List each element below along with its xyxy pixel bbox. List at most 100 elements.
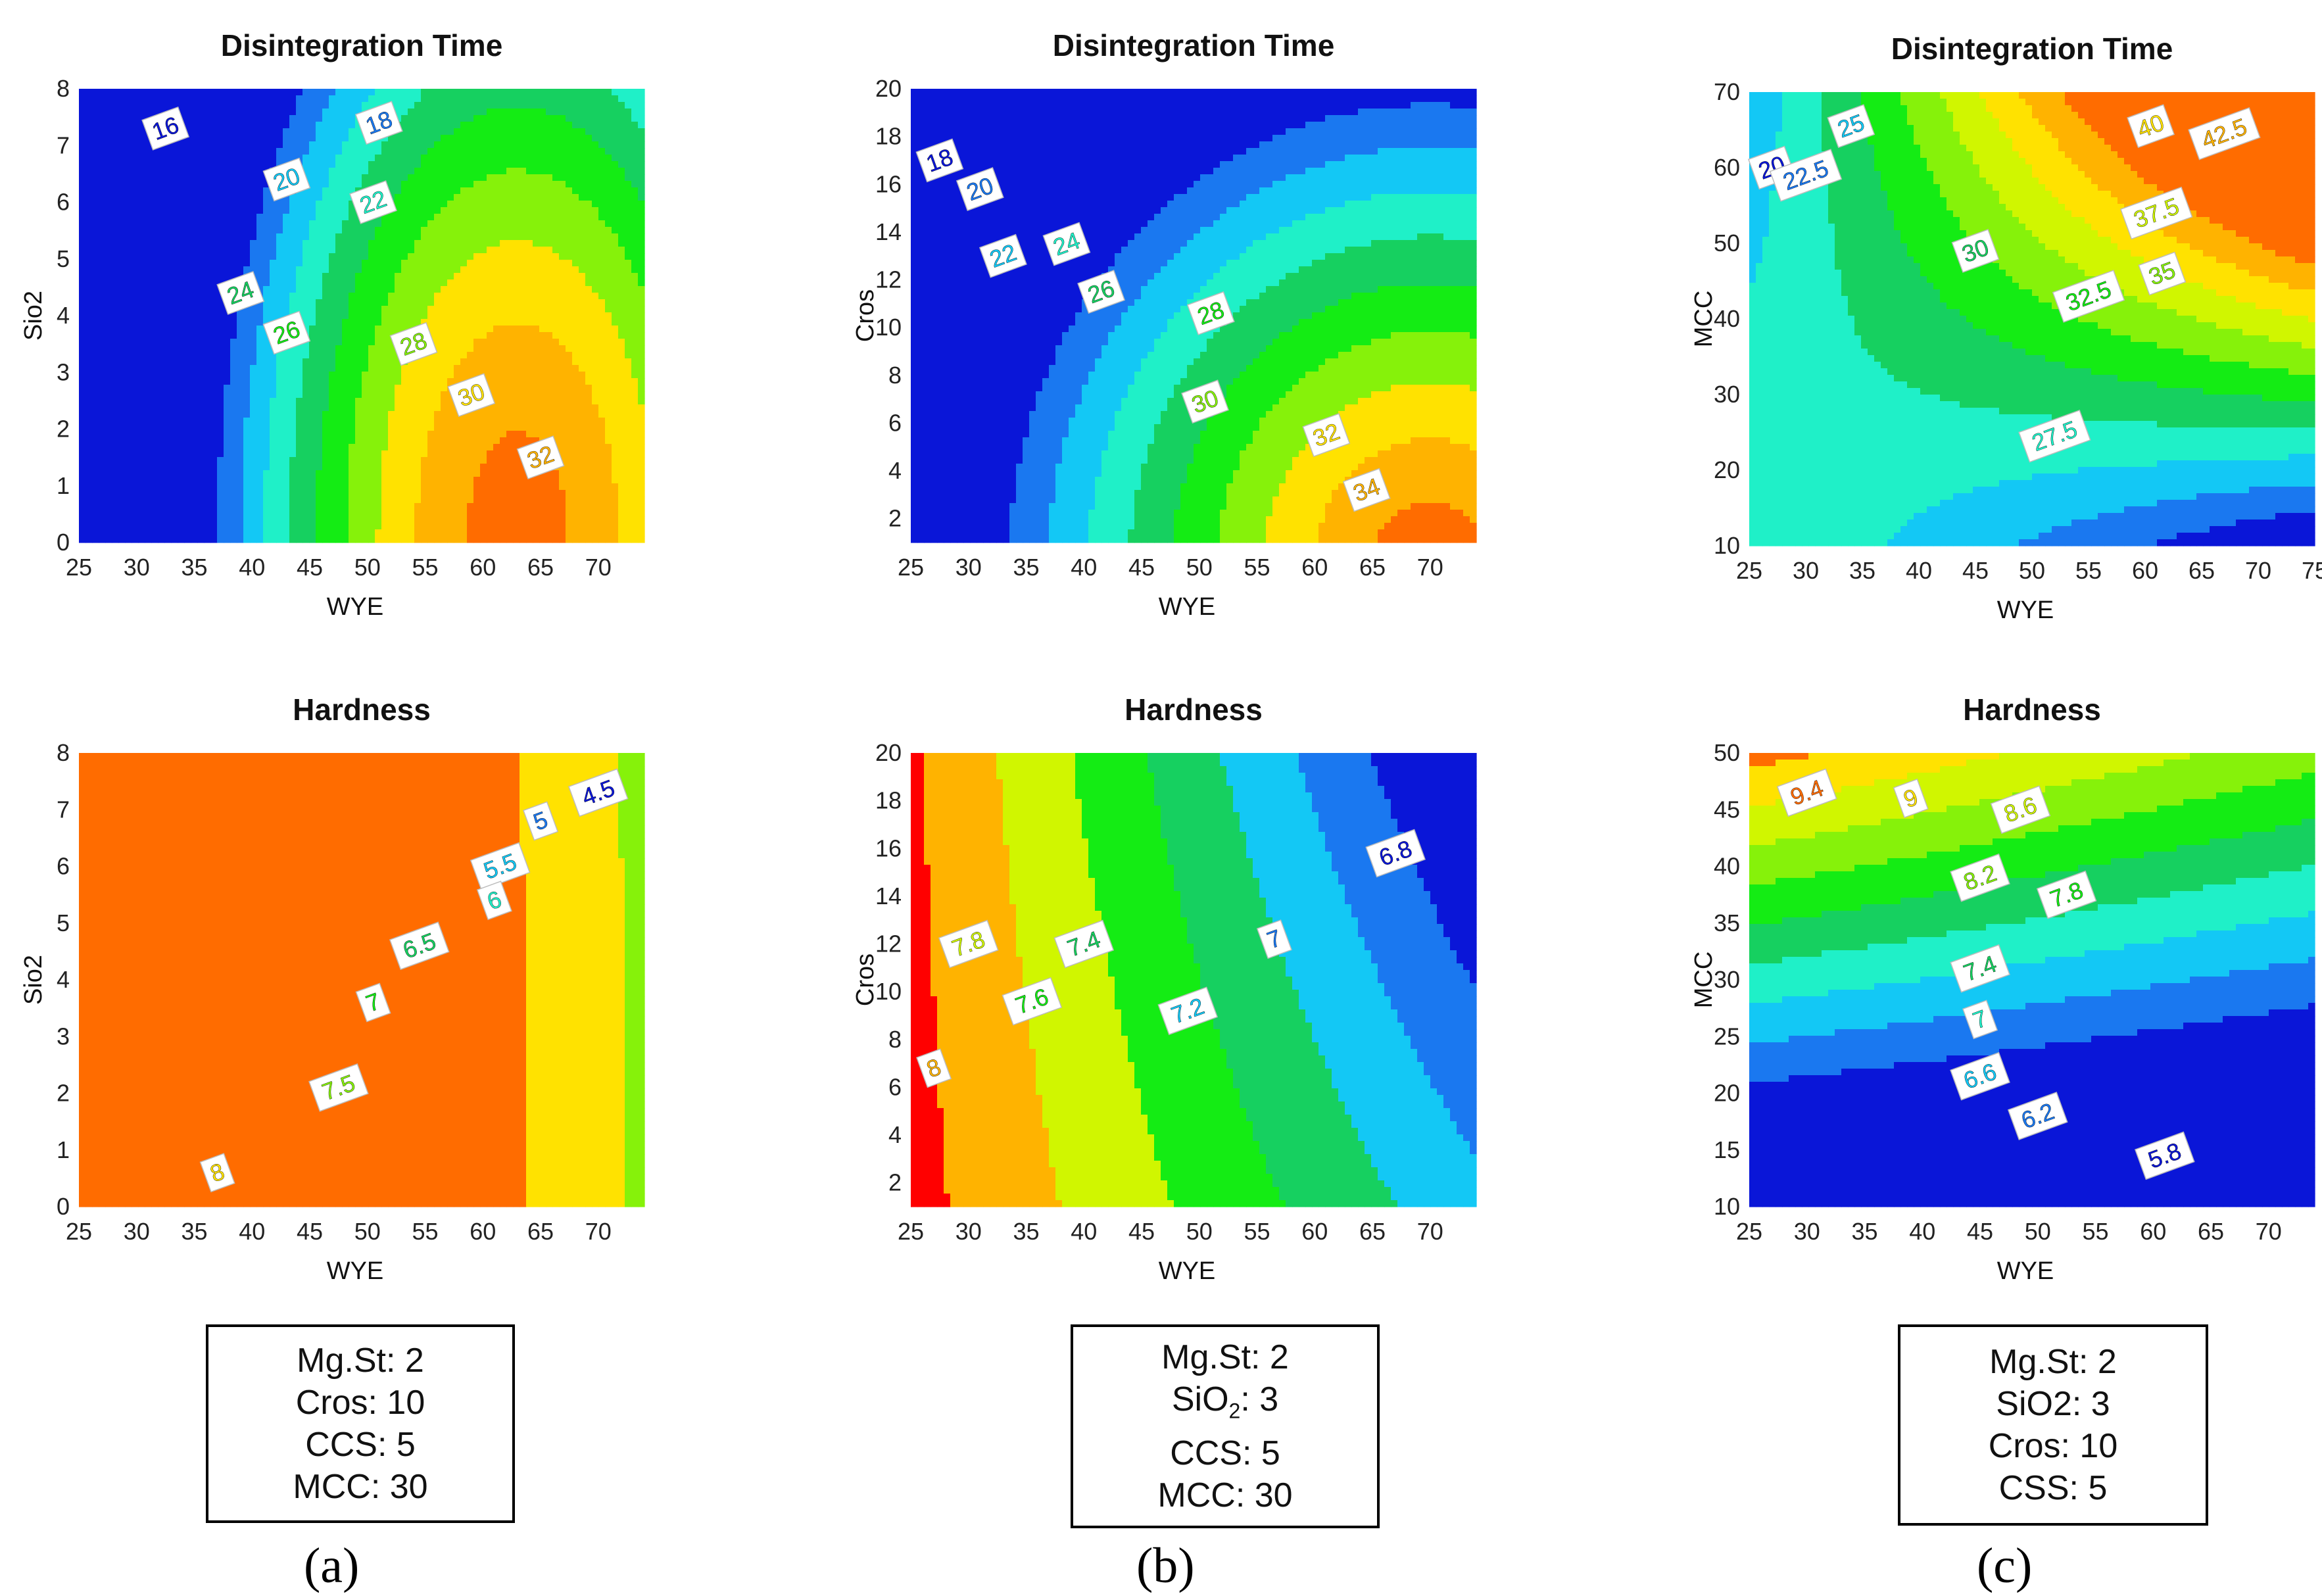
contour-cell xyxy=(145,437,152,445)
contour-cell xyxy=(441,345,448,352)
contour-cell xyxy=(375,358,382,366)
contour-cell xyxy=(224,174,231,181)
contour-cell xyxy=(421,273,428,280)
contour-cell xyxy=(132,201,139,208)
contour-cell xyxy=(473,523,481,530)
contour-cell xyxy=(493,464,500,471)
contour-cell xyxy=(480,299,487,306)
contour-cell xyxy=(302,135,310,142)
contour-cell xyxy=(368,378,375,385)
contour-cell xyxy=(217,155,224,162)
contour-cell xyxy=(118,109,126,116)
contour-cell xyxy=(118,187,126,195)
contour-cell xyxy=(362,444,369,451)
contour-cell xyxy=(395,431,402,438)
contour-cell xyxy=(388,352,395,359)
contour-cell xyxy=(92,240,99,247)
contour-cell xyxy=(552,201,560,208)
contour-cell xyxy=(237,181,244,188)
contour-cell xyxy=(434,404,441,412)
contour-cell xyxy=(204,273,211,280)
contour-cell xyxy=(513,155,520,162)
contour-cell xyxy=(243,496,251,504)
contour-cell xyxy=(105,326,112,333)
contour-cell xyxy=(204,490,211,497)
contour-cell xyxy=(335,299,343,306)
contour-cell xyxy=(473,312,481,320)
contour-cell xyxy=(289,253,297,260)
contour-cell xyxy=(539,122,546,129)
contour-cell xyxy=(447,194,454,201)
contour-cell xyxy=(112,109,119,116)
contour-cell xyxy=(99,391,106,399)
contour-cell xyxy=(79,523,86,530)
contour-cell xyxy=(480,286,487,293)
contour-cell xyxy=(197,148,205,155)
contour-cell xyxy=(487,457,494,464)
contour-cell xyxy=(270,510,277,517)
contour-cell xyxy=(460,319,468,326)
contour-cell xyxy=(454,365,461,372)
contour-cell xyxy=(263,398,270,405)
contour-cell xyxy=(164,273,172,280)
contour-cell xyxy=(263,457,270,464)
contour-cell xyxy=(493,266,500,274)
contour-cell xyxy=(178,510,185,517)
contour-cell xyxy=(388,286,395,293)
contour-cell xyxy=(92,187,99,195)
contour-cell xyxy=(191,424,198,431)
contour-cell xyxy=(92,516,99,523)
contour-cell xyxy=(526,214,533,221)
contour-cell xyxy=(184,398,191,405)
contour-cell xyxy=(85,306,93,313)
contour-cell xyxy=(79,128,86,135)
contour-cell xyxy=(441,404,448,412)
contour-cell xyxy=(513,148,520,155)
contour-cell xyxy=(401,161,408,168)
contour-cell xyxy=(204,260,211,267)
contour-cell xyxy=(178,299,185,306)
contour-cell xyxy=(421,214,428,221)
contour-cell xyxy=(132,411,139,418)
contour-cell xyxy=(329,168,336,175)
contour-cell xyxy=(256,372,264,379)
contour-cell xyxy=(467,148,474,155)
contour-cell xyxy=(441,273,448,280)
contour-cell xyxy=(270,102,277,109)
contour-cell xyxy=(309,266,316,274)
contour-cell xyxy=(460,470,468,477)
contour-cell xyxy=(342,358,349,366)
contour-cell xyxy=(138,286,145,293)
contour-cell xyxy=(447,273,454,280)
contour-cell xyxy=(460,135,468,142)
contour-cell xyxy=(467,168,474,175)
contour-cell xyxy=(105,260,112,267)
contour-cell xyxy=(473,431,481,438)
contour-cell xyxy=(230,398,237,405)
contour-cell xyxy=(434,503,441,510)
contour-cell xyxy=(329,510,336,517)
contour-cell xyxy=(158,109,165,116)
contour-cell xyxy=(263,279,270,287)
contour-cell xyxy=(335,319,343,326)
contour-cell xyxy=(250,516,257,523)
contour-cell xyxy=(171,450,178,458)
contour-cell xyxy=(105,266,112,274)
contour-cell xyxy=(302,299,310,306)
contour-cell xyxy=(395,102,402,109)
contour-cell xyxy=(204,345,211,352)
contour-cell xyxy=(237,247,244,254)
contour-cell xyxy=(335,155,343,162)
contour-cell xyxy=(520,431,527,438)
contour-cell xyxy=(224,312,231,320)
contour-cell xyxy=(85,253,93,260)
contour-cell xyxy=(473,444,481,451)
contour-cell xyxy=(322,398,329,405)
contour-cell xyxy=(421,470,428,477)
contour-cell xyxy=(454,319,461,326)
contour-cell xyxy=(316,398,323,405)
contour-cell xyxy=(460,450,468,458)
contour-cell xyxy=(145,207,152,214)
contour-cell xyxy=(460,332,468,339)
contour-cell xyxy=(164,490,172,497)
